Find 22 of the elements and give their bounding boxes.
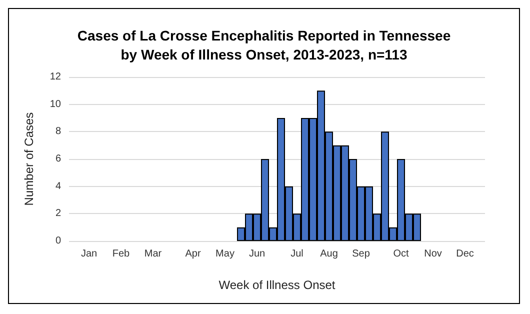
x-tick-label: Jan <box>80 248 98 260</box>
x-tick-label: May <box>216 248 234 260</box>
x-tick-label: Aug <box>320 248 338 260</box>
y-tick-label: 10 <box>50 98 62 110</box>
x-axis-title: Week of Illness Onset <box>218 278 336 292</box>
y-tick-label: 0 <box>55 236 62 246</box>
x-tick-label: Dec <box>456 248 474 260</box>
x-tick-label: Mar <box>144 248 162 260</box>
x-tick-label: Nov <box>424 248 442 260</box>
y-tick-label: 4 <box>55 180 62 192</box>
x-tick-label: Sep <box>352 248 370 260</box>
x-tick-label: Jun <box>248 248 266 260</box>
y-tick-label: 12 <box>50 72 62 82</box>
y-tick-label: 2 <box>55 208 62 220</box>
x-tick-label: Feb <box>112 248 130 260</box>
x-tick-label: Apr <box>185 248 202 260</box>
x-tick-label: Oct <box>393 248 409 260</box>
x-tick-label: Jul <box>290 248 304 260</box>
y-axis-title: Number of Cases <box>22 112 36 206</box>
y-tick-label: 8 <box>55 126 62 138</box>
chart-title: Cases of La Crosse Encephalitis Reported in Tennessee by Week of Illness Onset, 2013-2023, n=113 <box>77 28 451 62</box>
y-tick-label: 6 <box>55 154 62 164</box>
